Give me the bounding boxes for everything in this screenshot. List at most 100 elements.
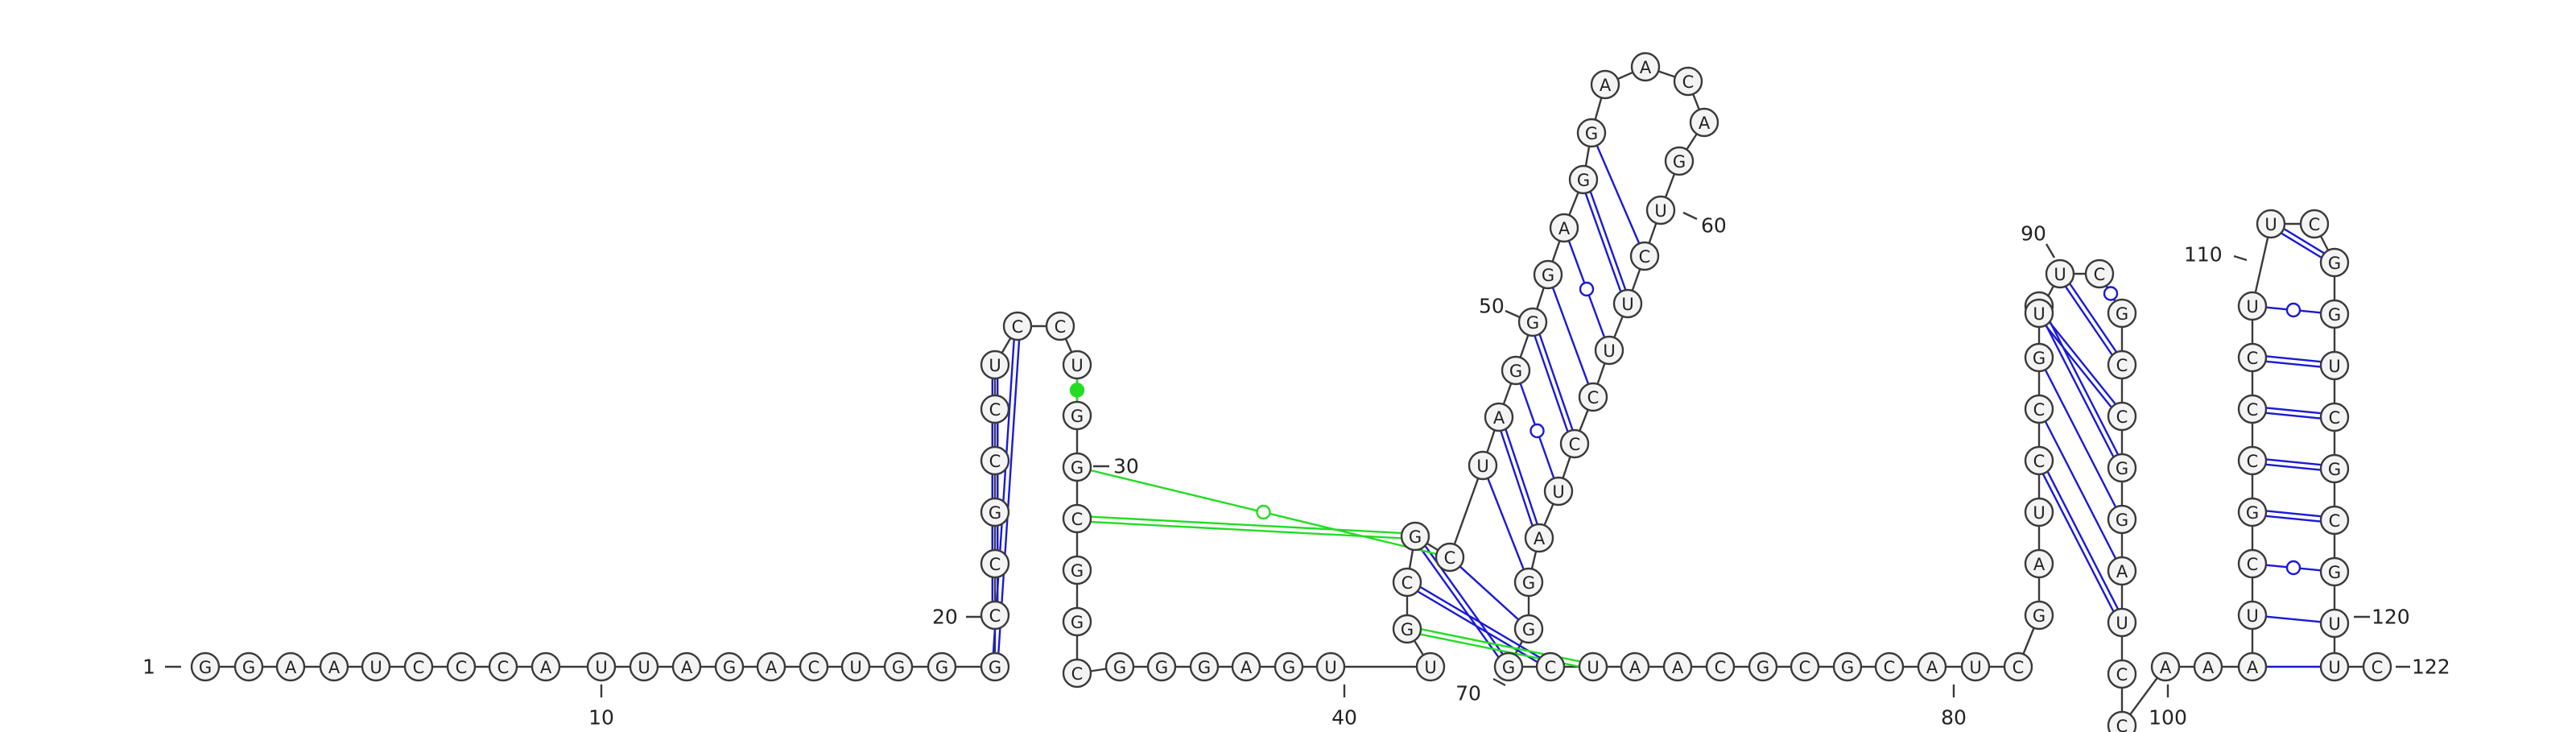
nucleotide-letter: C bbox=[1569, 435, 1581, 454]
base-pair-30-45 bbox=[1090, 469, 1437, 556]
nucleotide-letter: G bbox=[199, 658, 212, 677]
nucleotide-64: C bbox=[1559, 428, 1590, 459]
nucleotide-49: G bbox=[1517, 307, 1548, 337]
nucleotide-73: A bbox=[1662, 651, 1693, 682]
nucleotide-54: A bbox=[1590, 69, 1620, 100]
nucleotide-28: U bbox=[1062, 349, 1092, 380]
nucleotide-107: C bbox=[2237, 445, 2268, 476]
nucleotide-letter: G bbox=[1155, 658, 1168, 677]
nucleotide-letter: G bbox=[2033, 606, 2046, 626]
tick-90 bbox=[2045, 243, 2056, 258]
nucleotide-19: G bbox=[980, 651, 1010, 682]
nucleotide-39: G bbox=[1274, 651, 1304, 682]
nucleotide-letter: G bbox=[1542, 266, 1554, 285]
nucleotide-20: C bbox=[980, 600, 1010, 631]
nucleotide-letter: C bbox=[2247, 452, 2259, 471]
nucleotide-24: C bbox=[980, 394, 1010, 424]
base-pair-87-96 bbox=[2044, 369, 2117, 508]
nucleotide-121: U bbox=[2319, 651, 2350, 682]
nucleotide-letter: C bbox=[989, 452, 1001, 471]
label-10: 10 bbox=[588, 706, 614, 730]
base-pair-107-117 bbox=[2265, 458, 2322, 471]
nucleotide-100: C bbox=[2107, 710, 2137, 732]
nucleotide-34: C bbox=[1062, 658, 1092, 689]
nucleotide-22: G bbox=[980, 497, 1010, 527]
nucleotide-94: C bbox=[2107, 401, 2137, 432]
nucleotide-letter: G bbox=[2033, 349, 2046, 368]
nucleotide-letter: C bbox=[2033, 400, 2046, 420]
nucleotide-67: G bbox=[1513, 567, 1544, 598]
base-pair-51-62 bbox=[1567, 240, 1606, 338]
nucleotide-letter: G bbox=[2116, 304, 2128, 324]
nucleotide-letter: C bbox=[1071, 510, 1084, 529]
nucleotide-38: A bbox=[1231, 651, 1261, 682]
nucleotide-59: U bbox=[1645, 195, 1676, 225]
nucleotide-46: U bbox=[1468, 450, 1498, 481]
nucleotide-letter: A bbox=[2033, 555, 2046, 574]
nucleotide-41: U bbox=[1415, 651, 1446, 682]
nucleotide-45: C bbox=[1435, 542, 1465, 573]
nucleotide-letter: U bbox=[2033, 503, 2045, 523]
nucleotide-letter: C bbox=[2247, 349, 2259, 368]
nucleotide-letter: G bbox=[1198, 658, 1211, 677]
nucleotide-6: C bbox=[403, 651, 434, 682]
nucleotide-120: U bbox=[2319, 608, 2350, 639]
nucleotide-letter: C bbox=[2309, 215, 2321, 234]
nucleotide-42: G bbox=[1392, 614, 1422, 644]
nucleotide-13: G bbox=[714, 651, 745, 682]
nucleotide-letter: U bbox=[1621, 295, 1633, 314]
nucleotide-letter: G bbox=[2328, 460, 2341, 479]
nucleotide-letter: C bbox=[2329, 511, 2341, 531]
nucleotide-letter: G bbox=[1113, 658, 1126, 677]
base-pair-108-116 bbox=[2265, 407, 2322, 420]
base-pair-91-92 bbox=[2103, 285, 2119, 302]
nucleotide-letter: G bbox=[1401, 620, 1414, 639]
nucleotide-76: C bbox=[1790, 651, 1820, 682]
label-30: 30 bbox=[1113, 455, 1139, 478]
nucleotide-51: A bbox=[1549, 213, 1579, 243]
nucleotide-74: C bbox=[1705, 651, 1736, 682]
nucleotide-18: G bbox=[927, 651, 957, 682]
nucleotide-35: G bbox=[1104, 651, 1135, 682]
nucleotide-1: G bbox=[190, 651, 221, 682]
nucleotide-65: U bbox=[1543, 476, 1574, 507]
nucleotide-116: C bbox=[2319, 402, 2350, 432]
nucleotide-8: C bbox=[488, 651, 518, 682]
nucleotide-31: C bbox=[1062, 503, 1092, 534]
nucleotide-letter: A bbox=[1534, 529, 1546, 548]
nucleotide-letter: C bbox=[1012, 317, 1024, 337]
nucleotide-letter: U bbox=[2264, 215, 2277, 234]
nucleotide-letter: A bbox=[1493, 408, 1505, 428]
nucleotide-111: U bbox=[2256, 209, 2286, 239]
nucleotide-letter: U bbox=[2116, 614, 2128, 633]
nucleotide-79: A bbox=[1917, 651, 1947, 682]
label-50: 50 bbox=[1479, 295, 1505, 318]
nucleotide-letter: C bbox=[2247, 555, 2259, 574]
nucleotide-112: C bbox=[2299, 209, 2330, 239]
nucleotide-102: A bbox=[2193, 651, 2223, 682]
nucleotide-89: U bbox=[2024, 298, 2054, 329]
nucleotide-letter: C bbox=[1799, 658, 1811, 677]
position-label-layer: 1 10 20 30 40 50 60 70 80 90 100 110 120… bbox=[142, 211, 2450, 730]
nucleotide-71: U bbox=[1578, 651, 1608, 682]
nucleotide-letter: U bbox=[2328, 614, 2340, 634]
backbone-layer bbox=[205, 65, 2377, 726]
nucleotide-letter: C bbox=[1444, 548, 1456, 568]
nucleotide-91: C bbox=[2084, 258, 2115, 289]
nucleotide-122: C bbox=[2362, 651, 2392, 682]
nucleotide-40: U bbox=[1315, 651, 1346, 682]
nucleotide-letter: A bbox=[766, 658, 778, 677]
base-pair-53-60 bbox=[1596, 145, 1641, 244]
nucleotide-75: G bbox=[1748, 651, 1778, 682]
nucleotide-letter: U bbox=[2246, 606, 2258, 626]
label-20: 20 bbox=[932, 606, 958, 629]
nucleotide-letter: C bbox=[989, 606, 1001, 626]
nucleotide-80: U bbox=[1960, 651, 1991, 682]
nucleotide-letter: C bbox=[413, 658, 425, 677]
nucleotide-letter: A bbox=[681, 658, 693, 677]
base-pair-22-23 bbox=[991, 474, 999, 498]
nucleotide-letter: G bbox=[989, 658, 1001, 677]
nucleotide-115: U bbox=[2319, 350, 2350, 381]
nucleotide-letter: G bbox=[892, 658, 905, 677]
